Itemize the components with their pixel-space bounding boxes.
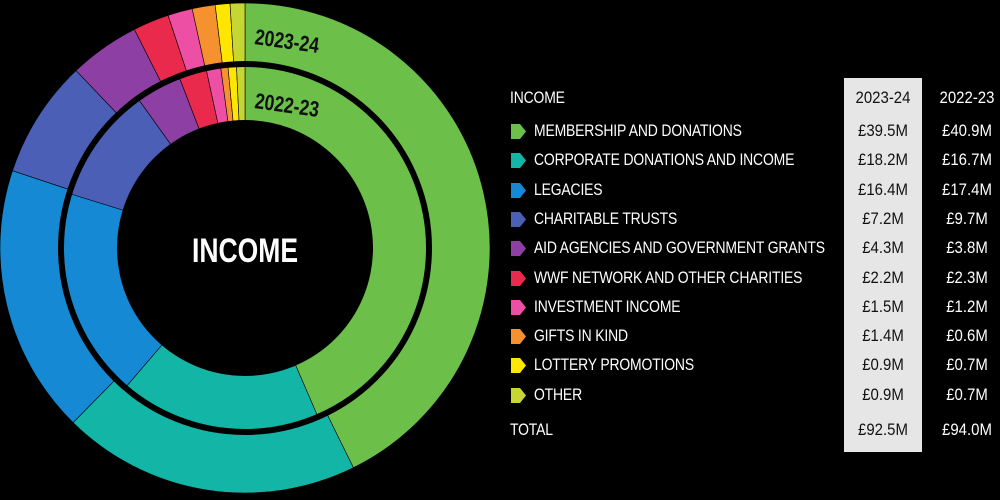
legend-swatch-icon — [511, 329, 526, 345]
table-header-current-year: 2023-24 — [855, 88, 911, 107]
legend-swatch-icon — [511, 153, 526, 169]
table-total-row: TOTAL £92.5M £94.0M — [508, 416, 1000, 444]
table-row: AID AGENCIES AND GOVERNMENT GRANTS £4.3M £… — [508, 234, 1000, 262]
table-row: INVESTMENT INCOME £1.5M £1.2M — [508, 293, 1000, 321]
row-value-current-year: £1.5M — [862, 296, 904, 316]
table-row: WWF NETWORK AND OTHER CHARITIES £2.2M £2.3… — [508, 264, 1000, 292]
row-value-current-year: £0.9M — [862, 384, 904, 404]
row-value-previous-year: £9.7M — [946, 208, 988, 228]
legend-swatch-icon — [511, 358, 526, 374]
row-value-current-year: £18.2M — [858, 150, 908, 170]
row-value-previous-year: £0.6M — [946, 326, 988, 346]
row-value-current-year: £7.2M — [862, 208, 904, 228]
row-value-previous-year: £16.7M — [942, 150, 992, 170]
total-previous-year: £94.0M — [942, 420, 992, 439]
legend-swatch-icon — [511, 241, 526, 257]
chart-center-title: INCOME — [192, 232, 298, 270]
row-label: GIFTS IN KIND — [534, 326, 628, 346]
row-label: CORPORATE DONATIONS AND INCOME — [534, 150, 795, 170]
row-value-current-year: £39.5M — [858, 121, 908, 140]
outer-ring-2023-24 — [0, 2, 491, 494]
row-label: MEMBERSHIP AND DONATIONS — [534, 121, 742, 140]
row-value-previous-year: £40.9M — [942, 121, 992, 140]
row-label: LOTTERY PROMOTIONS — [534, 355, 694, 375]
table-row: OTHER £0.9M £0.7M — [508, 381, 1000, 409]
table-header-previous-year: 2022-23 — [939, 88, 995, 107]
row-label: LEGACIES — [534, 179, 603, 199]
current-year-highlight-column — [844, 78, 922, 452]
legend-swatch-icon — [511, 124, 526, 139]
row-value-previous-year: £2.3M — [946, 267, 988, 287]
legend-swatch-icon — [511, 211, 526, 227]
row-label: WWF NETWORK AND OTHER CHARITIES — [534, 267, 803, 287]
table-row: CHARITABLE TRUSTS £7.2M £9.7M — [508, 205, 1000, 233]
row-value-previous-year: £0.7M — [946, 355, 988, 375]
row-label: CHARITABLE TRUSTS — [534, 208, 678, 228]
row-value-previous-year: £17.4M — [942, 179, 992, 199]
legend-swatch-icon — [511, 387, 526, 403]
row-value-previous-year: £3.8M — [946, 238, 988, 258]
income-table: INCOME 2023-24 2022-23 MEMBERSHIP AND DO… — [508, 78, 1000, 458]
row-label: OTHER — [534, 384, 582, 404]
total-current-year: £92.5M — [858, 420, 908, 439]
table-header-row: INCOME 2023-24 2022-23 — [508, 84, 1000, 112]
legend-swatch-icon — [511, 299, 526, 315]
table-row: LEGACIES £16.4M £17.4M — [508, 176, 1000, 204]
row-value-current-year: £1.4M — [862, 326, 904, 346]
table-row: LOTTERY PROMOTIONS £0.9M £0.7M — [508, 351, 1000, 379]
row-value-current-year: £2.2M — [862, 267, 904, 287]
total-label: TOTAL — [510, 420, 553, 439]
row-value-current-year: £0.9M — [862, 355, 904, 375]
row-label: INVESTMENT INCOME — [534, 296, 681, 316]
legend-swatch-icon — [511, 182, 526, 198]
row-value-previous-year: £1.2M — [946, 296, 988, 316]
table-header-label: INCOME — [510, 88, 565, 107]
legend-swatch-icon — [511, 270, 526, 286]
row-value-current-year: £4.3M — [862, 238, 904, 258]
inner-ring-outline — [58, 61, 432, 435]
table-row: MEMBERSHIP AND DONATIONS £39.5M £40.9M — [508, 117, 1000, 145]
row-value-current-year: £16.4M — [858, 179, 908, 199]
table-row: GIFTS IN KIND £1.4M £0.6M — [508, 322, 1000, 350]
row-value-previous-year: £0.7M — [946, 384, 988, 404]
income-donut-chart: INCOME 2023-24 2022-23 — [0, 2, 491, 494]
row-label: AID AGENCIES AND GOVERNMENT GRANTS — [534, 238, 825, 258]
table-row: CORPORATE DONATIONS AND INCOME £18.2M £16.… — [508, 146, 1000, 174]
center-hole — [117, 120, 373, 376]
